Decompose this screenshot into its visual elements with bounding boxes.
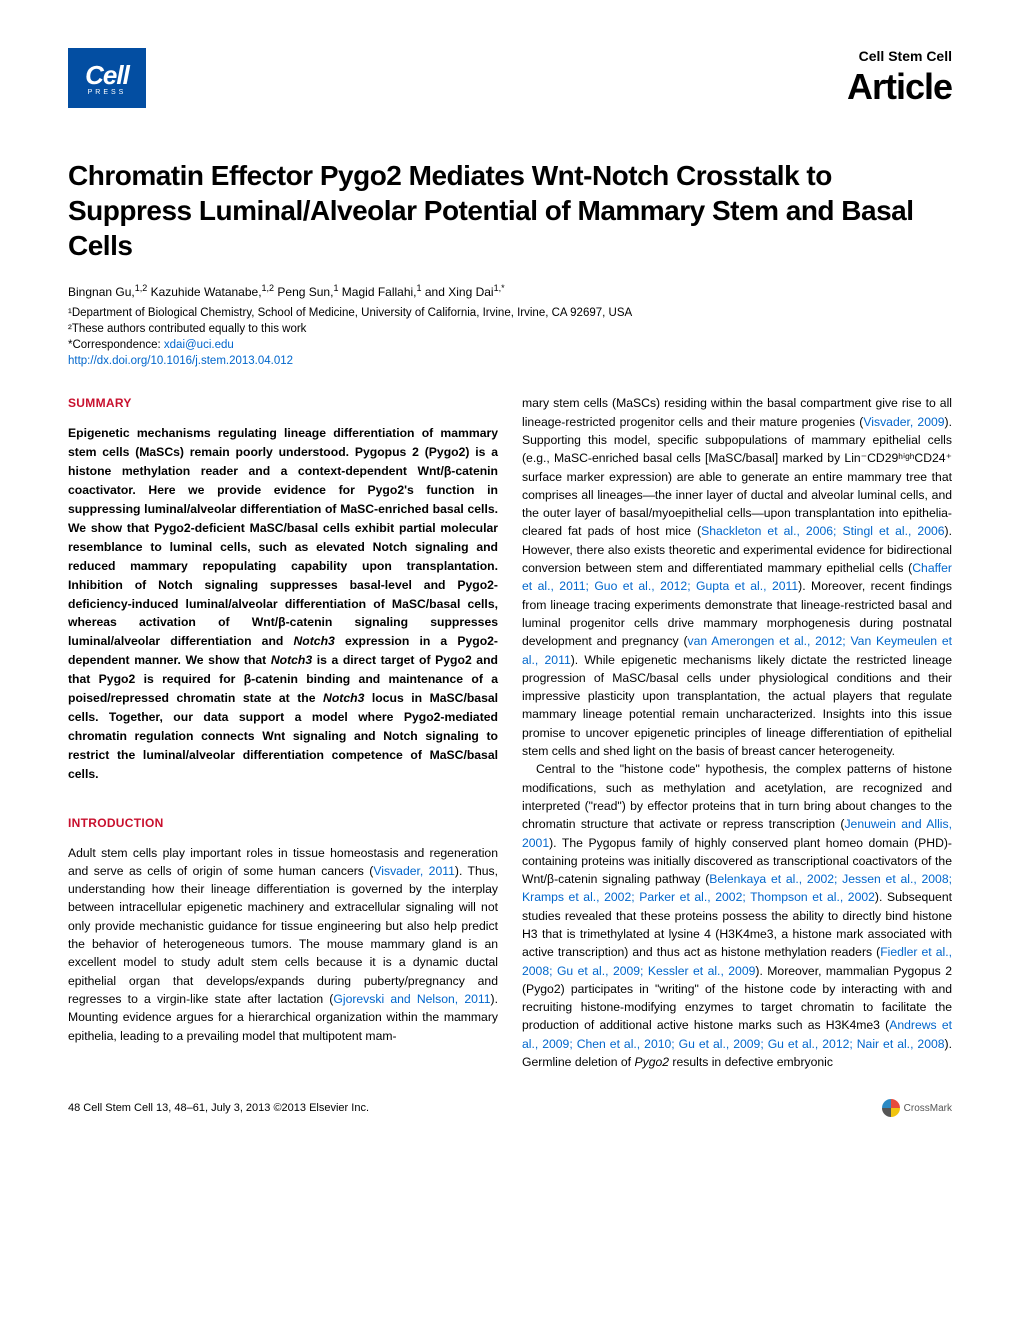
correspondence-line: *Correspondence: xdai@uci.edu [68,337,952,353]
journal-name: Cell Stem Cell [847,48,952,64]
footer-citation: 48 Cell Stem Cell 13, 48–61, July 3, 201… [68,1102,369,1114]
article-type-label: Article [847,66,952,108]
article-title: Chromatin Effector Pygo2 Mediates Wnt-No… [68,158,952,263]
doi-link[interactable]: http://dx.doi.org/10.1016/j.stem.2013.04… [68,353,952,369]
affiliations-block: ¹Department of Biological Chemistry, Sch… [68,305,952,369]
crossmark-icon [882,1099,900,1117]
affiliation-2: ²These authors contributed equally to th… [68,321,952,337]
crossmark-label: CrossMark [904,1103,952,1114]
summary-heading: SUMMARY [68,394,498,412]
correspondence-label: *Correspondence: [68,339,164,351]
summary-body: Epigenetic mechanisms regulating lineage… [68,424,498,783]
publisher-logo: Cell PRESS [68,48,146,108]
correspondence-email[interactable]: xdai@uci.edu [164,339,234,351]
author-list: Bingnan Gu,1,2 Kazuhide Watanabe,1,2 Pen… [68,283,952,299]
introduction-heading: INTRODUCTION [68,814,498,832]
logo-sub-text: PRESS [88,89,127,96]
right-para-1: mary stem cells (MaSCs) residing within … [522,394,952,760]
logo-main-text: Cell [85,60,129,91]
intro-left-body: Adult stem cells play important roles in… [68,844,498,1045]
right-para-2: Central to the "histone code" hypothesis… [522,760,952,1071]
left-column: SUMMARY Epigenetic mechanisms regulating… [68,394,498,1071]
affiliation-1: ¹Department of Biological Chemistry, Sch… [68,305,952,321]
crossmark-badge[interactable]: CrossMark [882,1099,952,1117]
right-column: mary stem cells (MaSCs) residing within … [522,394,952,1071]
header-right: Cell Stem Cell Article [847,48,952,108]
